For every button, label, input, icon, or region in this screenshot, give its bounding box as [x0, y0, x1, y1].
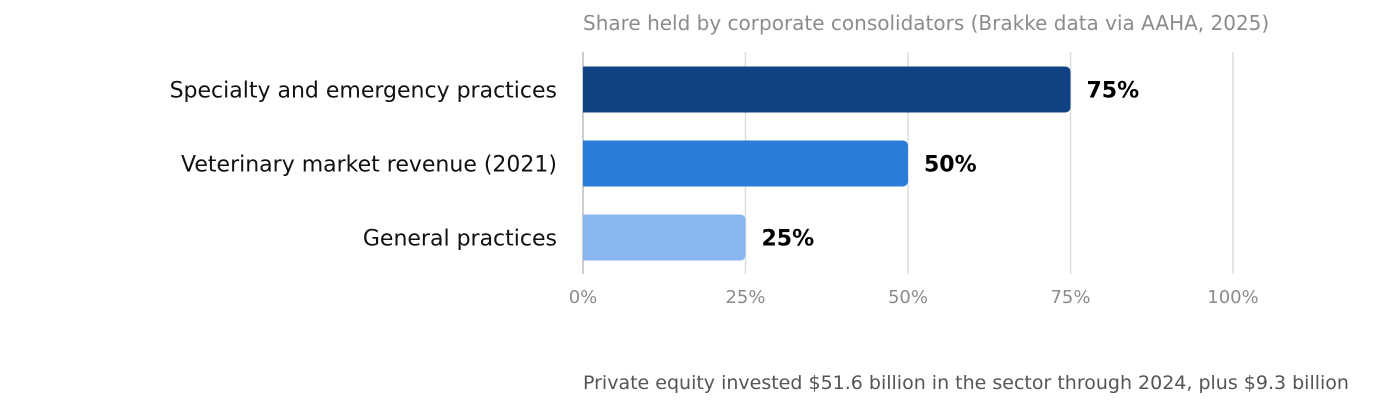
x-axis-ticks: 0% 25% 50% 75% 100%	[569, 287, 1259, 308]
value-label: 25%	[762, 227, 815, 252]
value-label: 50%	[924, 153, 977, 178]
x-tick-label: 75%	[1050, 287, 1090, 308]
chart-footnote: Private equity invested $51.6 billion in…	[583, 372, 1349, 394]
x-tick-label: 100%	[1207, 287, 1258, 308]
x-tick-label: 0%	[569, 287, 598, 308]
category-label: General practices	[363, 227, 557, 252]
bars	[583, 66, 1071, 261]
bar	[583, 66, 1071, 113]
category-label: Veterinary market revenue (2021)	[181, 153, 557, 178]
value-label: 75%	[1087, 79, 1140, 104]
x-tick-label: 50%	[888, 287, 928, 308]
bar	[583, 214, 746, 261]
value-labels: 75% 50% 25%	[762, 79, 1140, 252]
x-tick-label: 25%	[725, 287, 765, 308]
category-labels: Specialty and emergency practices Veterin…	[170, 79, 557, 252]
chart-subtitle: Share held by corporate consolidators (B…	[583, 11, 1269, 35]
category-label: Specialty and emergency practices	[170, 79, 557, 104]
bar	[583, 140, 908, 187]
